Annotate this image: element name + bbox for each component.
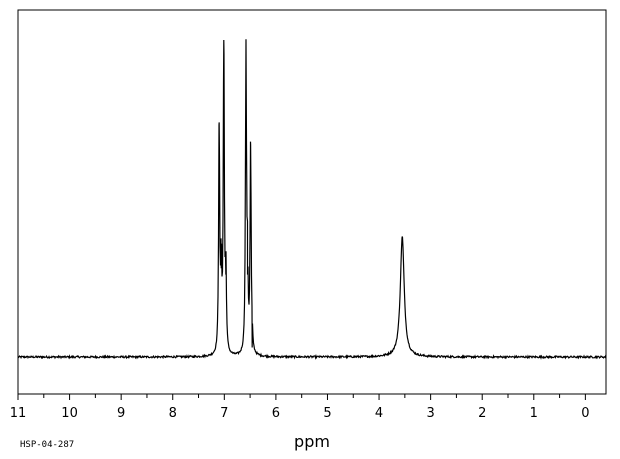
spectrum-id-label: HSP-04-287: [20, 440, 74, 450]
x-tick-label: 4: [375, 406, 383, 421]
x-tick-label: 6: [272, 406, 280, 421]
x-tick-label: 3: [426, 406, 434, 421]
x-tick-label: 1: [530, 406, 538, 421]
x-tick-label: 8: [169, 406, 177, 421]
x-axis-ticks: [17, 394, 586, 400]
spectrum-line: [17, 39, 607, 360]
x-tick-label: 5: [323, 406, 331, 421]
x-axis-title: ppm: [294, 432, 330, 451]
x-tick-label: 10: [61, 406, 78, 421]
x-tick-label: 9: [117, 406, 125, 421]
x-axis-tick-labels: 11 10 9 8 7 6 5 4 3 2 1 0: [10, 406, 590, 421]
x-tick-label: 7: [220, 406, 228, 421]
x-tick-label: 11: [10, 406, 27, 421]
plot-frame: [17, 9, 607, 395]
x-tick-label: 0: [581, 406, 589, 421]
x-tick-label: 2: [478, 406, 486, 421]
